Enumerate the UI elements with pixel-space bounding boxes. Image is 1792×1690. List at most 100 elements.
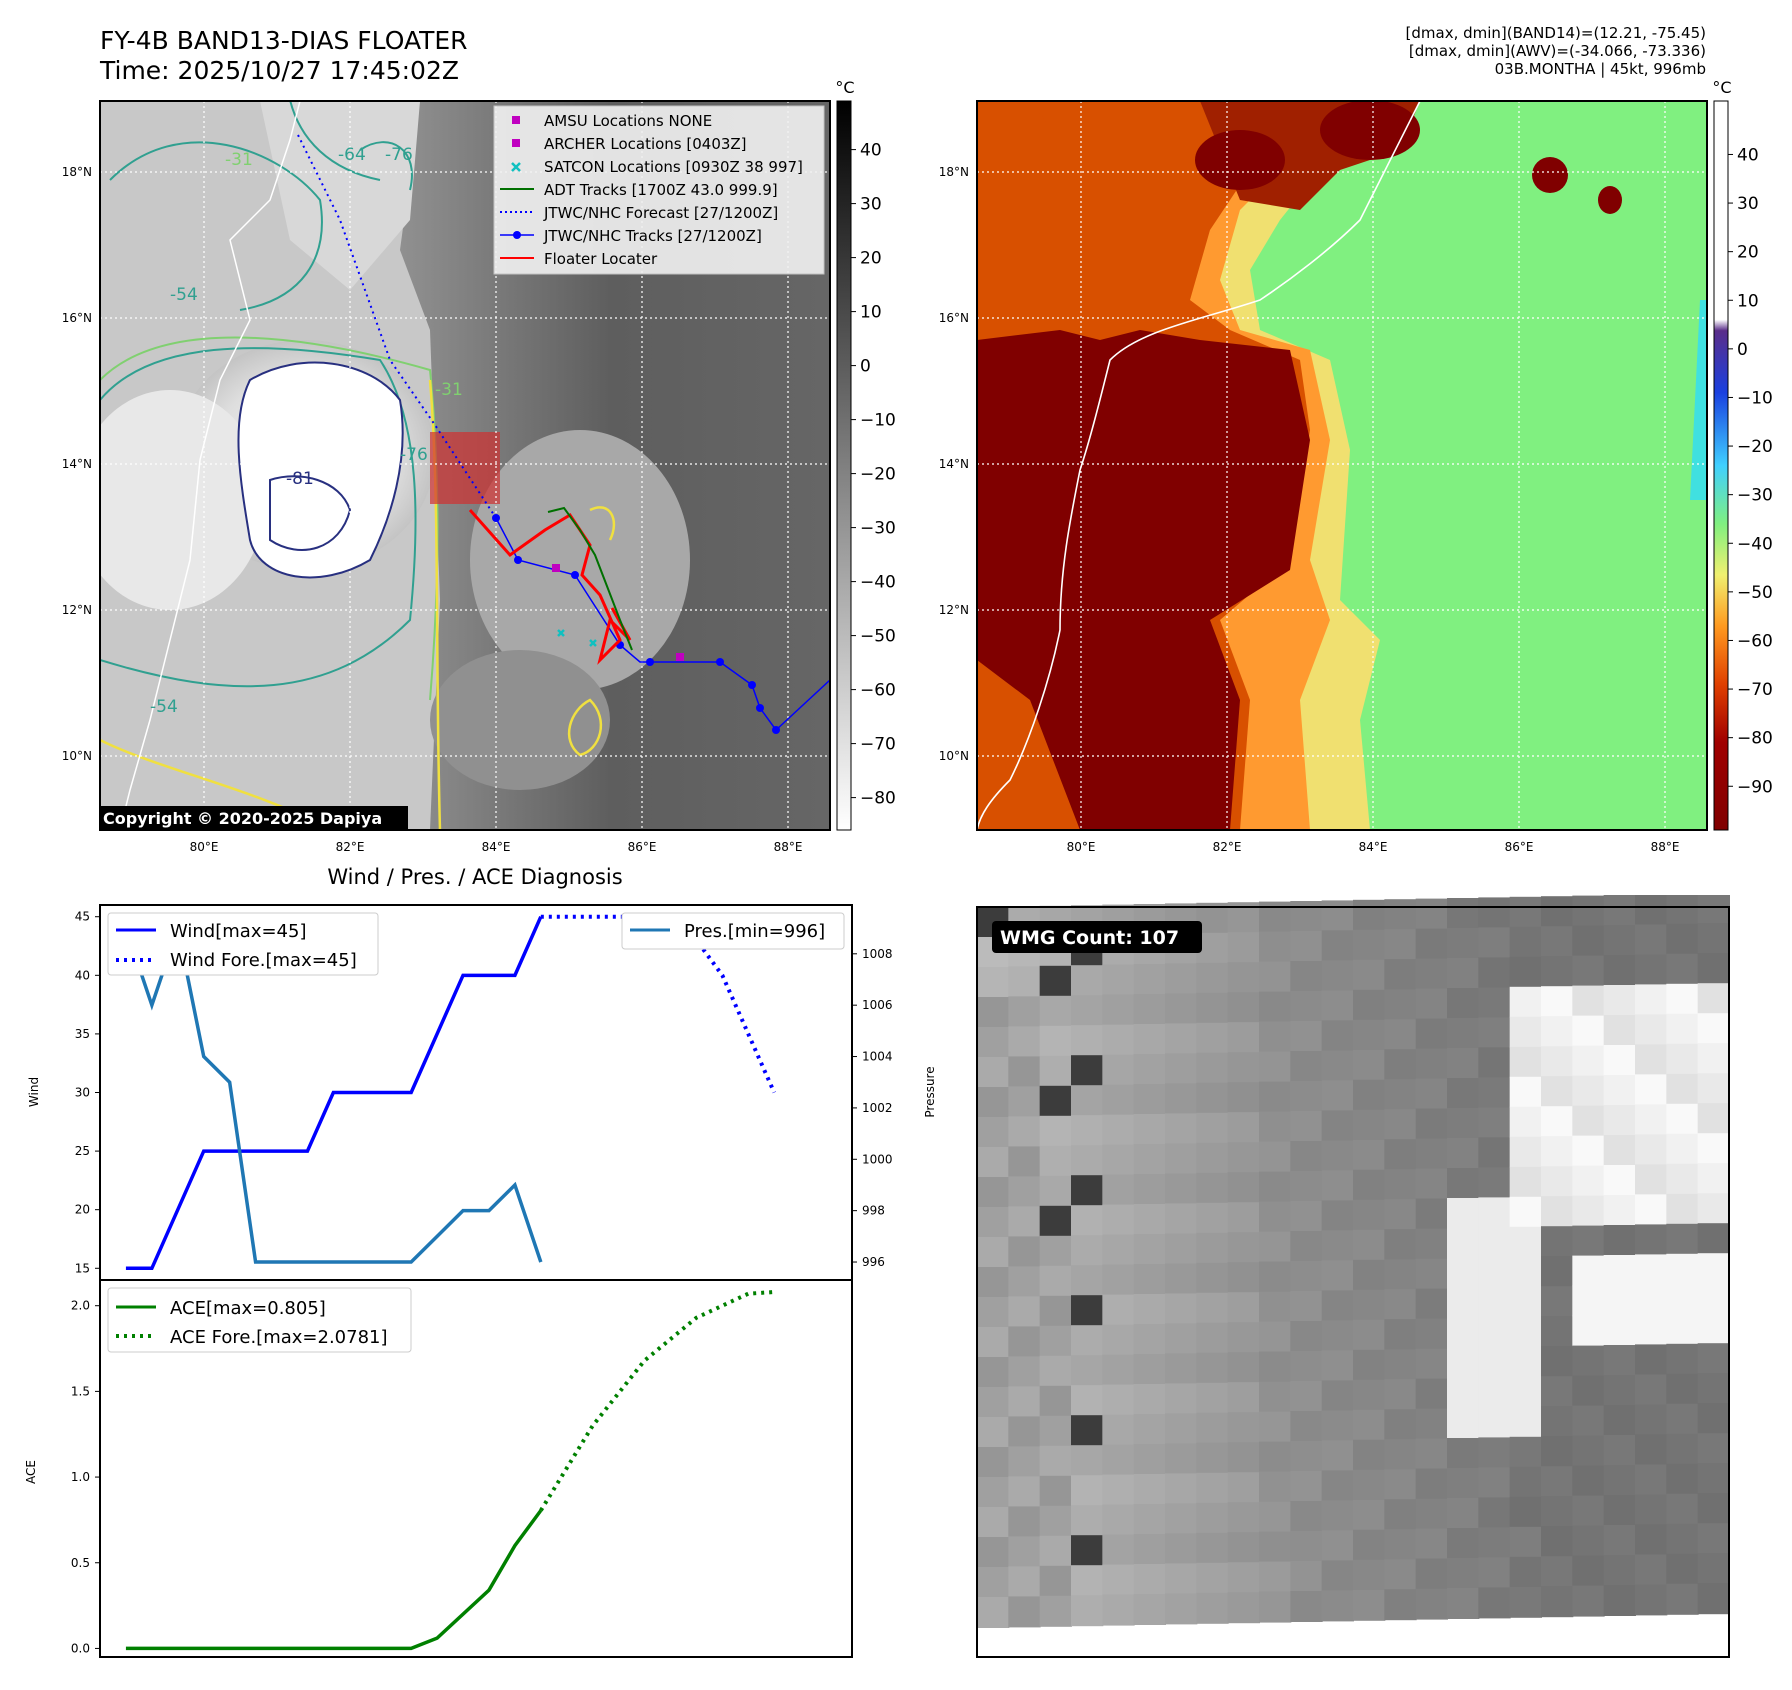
wmg-pixel bbox=[1165, 1503, 1198, 1535]
wmg-pixel bbox=[1039, 1475, 1072, 1507]
wmg-pixel bbox=[1008, 1356, 1041, 1388]
wmg-pixel bbox=[1071, 1295, 1104, 1327]
wmg-pixel bbox=[1478, 927, 1511, 959]
wmg-pixel bbox=[1635, 1074, 1668, 1106]
wmg-pixel bbox=[1008, 1386, 1041, 1418]
ace-axis-ticks: 0.0 0.5 1.0 1.5 2.0 bbox=[71, 1299, 100, 1655]
pressure-label-holder: Pressure bbox=[923, 1066, 937, 1117]
wmg-pixel bbox=[1227, 1142, 1260, 1174]
wmg-pixel bbox=[1008, 1536, 1041, 1568]
wmg-pixel bbox=[1478, 1557, 1511, 1589]
wmg-pixel bbox=[1071, 1025, 1104, 1057]
wmg-pixel bbox=[1259, 1231, 1292, 1263]
wmg-pixel bbox=[1384, 1439, 1417, 1471]
wmg-pixel bbox=[1635, 1044, 1668, 1076]
wmg-pixel bbox=[1227, 1412, 1260, 1444]
wmg-pixel bbox=[1447, 1318, 1480, 1349]
wmg-pixel bbox=[1321, 1560, 1354, 1592]
wmg-pixel bbox=[1603, 1015, 1636, 1046]
wmg-pixel bbox=[1165, 1413, 1198, 1445]
wmg-pixel bbox=[1071, 1505, 1104, 1537]
legend-entry: ARCHER Locations [0403Z] bbox=[544, 135, 747, 153]
wmg-pixel bbox=[1102, 1354, 1135, 1386]
wmg-pixel bbox=[1259, 1111, 1292, 1143]
wmg-pixel bbox=[1447, 1408, 1480, 1439]
wmg-pixel bbox=[1353, 959, 1386, 991]
wmg-pixel bbox=[1541, 1346, 1574, 1378]
wmg-pixel bbox=[1071, 1535, 1104, 1567]
wmg-pixel bbox=[1259, 1591, 1292, 1623]
svg-text:10°N: 10°N bbox=[62, 749, 92, 763]
wmg-pixel bbox=[1071, 1385, 1104, 1417]
ace-forecast-line bbox=[539, 1289, 775, 1512]
wmg-pixel bbox=[1415, 898, 1448, 930]
wmg-pixel bbox=[977, 1327, 1010, 1358]
ir-lon-labels: 80°E 82°E 84°E 86°E 88°E bbox=[190, 840, 803, 854]
wmg-pixel bbox=[1039, 995, 1072, 1027]
wmg-pixel bbox=[1039, 1595, 1072, 1627]
svg-text:84°E: 84°E bbox=[482, 840, 511, 854]
wmg-pixel bbox=[1603, 1555, 1636, 1586]
contour-label: -64 bbox=[338, 145, 366, 165]
wmg-pixel bbox=[1039, 1025, 1072, 1057]
wmg-pixel bbox=[1165, 1233, 1198, 1265]
legend-entry: Floater Locater bbox=[544, 250, 658, 268]
wmg-pixel bbox=[1572, 1465, 1605, 1497]
wmg-pixel bbox=[1447, 1528, 1480, 1559]
wmg-pixel bbox=[1071, 1175, 1104, 1207]
wmg-pixel bbox=[1572, 1255, 1605, 1287]
wmg-pixel bbox=[1321, 1050, 1354, 1082]
wmg-pixel bbox=[977, 1147, 1010, 1178]
wmg-pixel bbox=[1196, 1172, 1229, 1204]
wmg-pixel bbox=[1321, 960, 1354, 992]
wmg-pixel bbox=[1008, 1176, 1041, 1208]
wmg-pixel bbox=[1603, 1225, 1636, 1256]
wmg-pixel bbox=[1415, 1498, 1448, 1530]
wmg-pixel bbox=[1384, 1229, 1417, 1261]
wmg-pixel bbox=[1541, 1076, 1574, 1108]
wmg-pixel bbox=[1572, 1495, 1605, 1527]
wmg-pixel bbox=[1102, 1474, 1135, 1506]
pressure-tick-label: 1008 bbox=[862, 947, 893, 961]
wmg-pixel bbox=[1603, 895, 1636, 926]
wmg-pixel bbox=[1697, 1493, 1730, 1525]
wmg-pixel bbox=[1071, 1205, 1104, 1237]
wmg-pixel bbox=[1509, 1436, 1542, 1468]
wmg-pixel bbox=[1666, 1283, 1699, 1315]
wmg-pixel bbox=[1165, 1113, 1198, 1145]
svg-text:88°E: 88°E bbox=[1651, 840, 1680, 854]
wmg-pixel bbox=[1321, 1110, 1354, 1142]
wmg-pixel bbox=[1165, 1443, 1198, 1475]
wmg-pixel bbox=[1478, 1497, 1511, 1529]
wmg-pixel bbox=[1071, 1085, 1104, 1117]
wmg-pixel bbox=[1290, 1531, 1323, 1562]
wmg-pixel bbox=[1447, 928, 1480, 959]
pressure-tick-label: 1002 bbox=[862, 1101, 893, 1115]
wmg-pixel bbox=[1603, 1345, 1636, 1376]
ir-image: -64 -76 -81 -54 -76 -31 -31 -54 AMSU Loc… bbox=[100, 101, 830, 830]
wmg-pixel bbox=[977, 1087, 1010, 1118]
wmg-pixel bbox=[1666, 953, 1699, 985]
wmg-pixel bbox=[1572, 1315, 1605, 1347]
colorbar-tick-label: −30 bbox=[1737, 486, 1773, 506]
colorbar-tick-label: −80 bbox=[1737, 729, 1773, 749]
wmg-pixel bbox=[1290, 931, 1323, 962]
wmg-pixel bbox=[1008, 1416, 1041, 1448]
wmg-pixel bbox=[1447, 1258, 1480, 1289]
wmg-pixel bbox=[1666, 1313, 1699, 1345]
wmg-pixel bbox=[1290, 1111, 1323, 1142]
wmg-pixel bbox=[1384, 1289, 1417, 1321]
wmg-pixel bbox=[1635, 1284, 1668, 1316]
wmg-pixel bbox=[1509, 1406, 1542, 1438]
wmg-pixel bbox=[1697, 1073, 1730, 1105]
wmg-pixel bbox=[1635, 1374, 1668, 1406]
contour-label: -54 bbox=[150, 697, 178, 717]
wind-axis-label: Wind bbox=[27, 1077, 41, 1107]
pressure-tick-label: 1004 bbox=[862, 1050, 893, 1064]
info-line-3: 03B.MONTHA | 45kt, 996mb bbox=[1494, 60, 1706, 78]
wmg-pixel bbox=[1415, 958, 1448, 990]
wmg-pixel bbox=[1509, 1376, 1542, 1408]
wmg-pixel bbox=[1102, 1114, 1135, 1146]
colorbar-tick-label: −80 bbox=[860, 789, 896, 809]
wmg-pixel bbox=[1196, 1412, 1229, 1444]
